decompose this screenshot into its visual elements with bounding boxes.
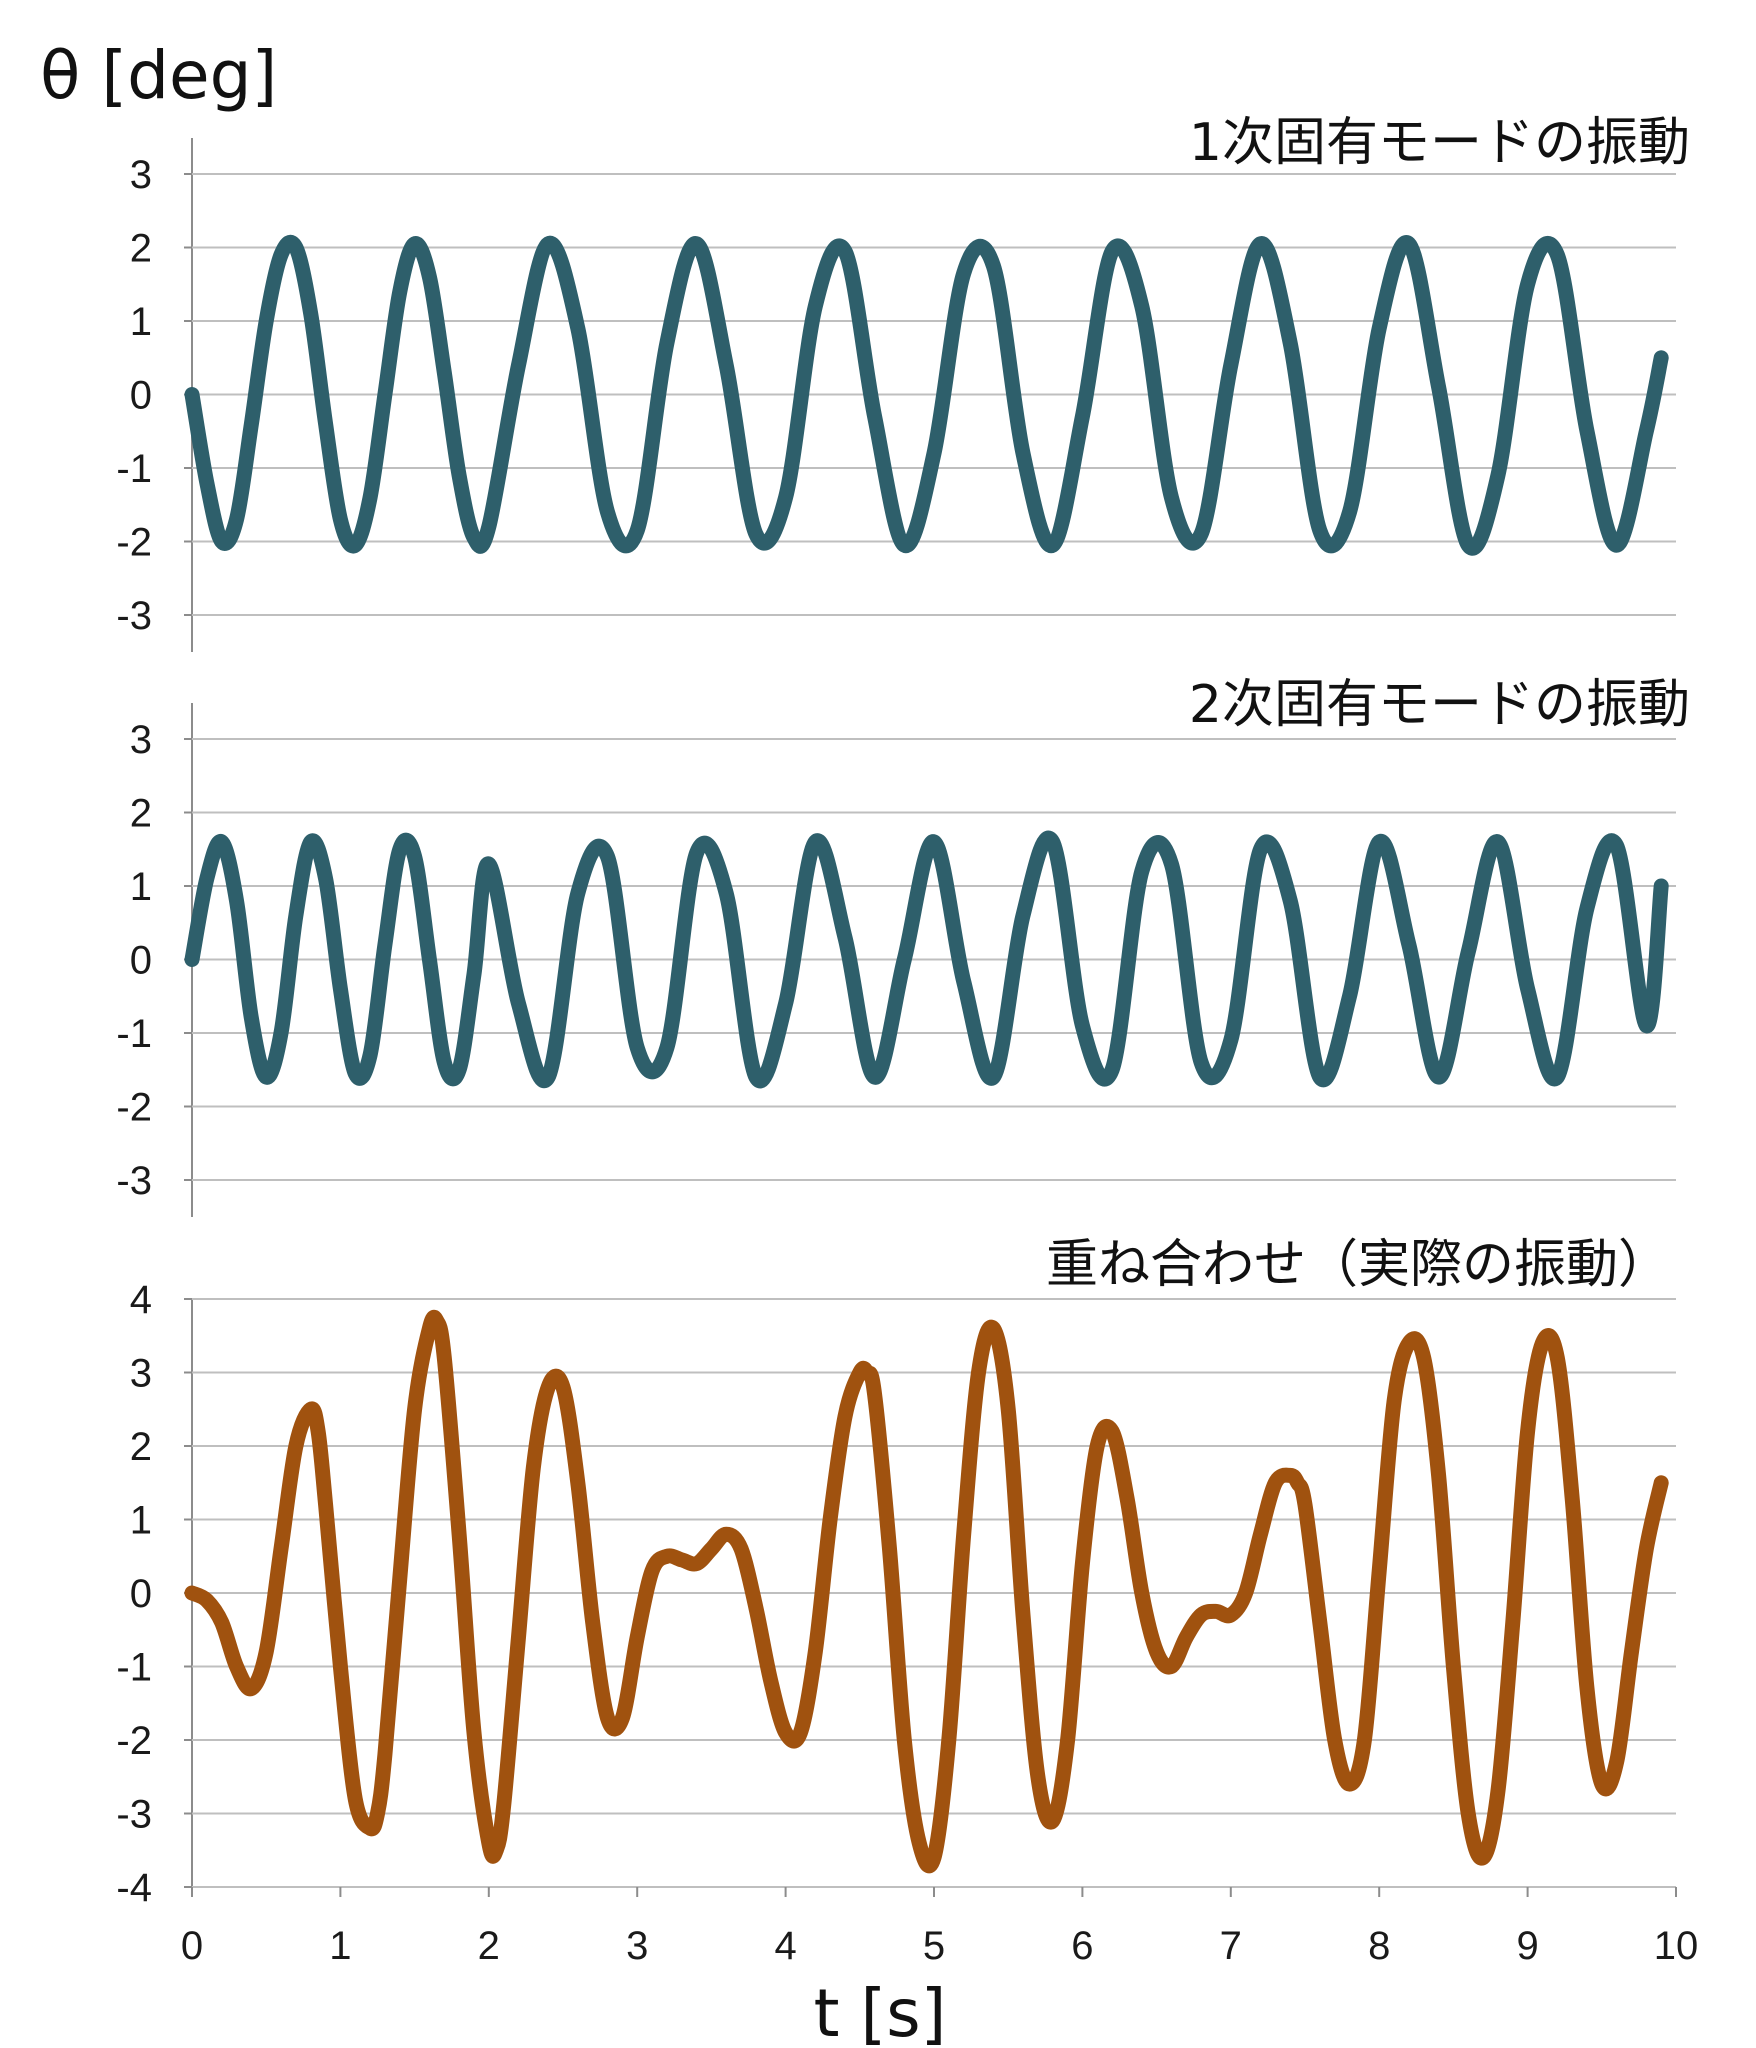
y-tick-label: -2: [116, 1086, 152, 1130]
x-tick-label: 3: [626, 1924, 648, 1968]
y-tick-label: 0: [130, 1572, 152, 1616]
y-tick-label: 2: [130, 1425, 152, 1469]
y-tick-label: 3: [130, 1352, 152, 1396]
panel-mode-1: 1次固有モードの振動 3 2 1 0 -1 -2 -3: [116, 113, 1690, 652]
y-tick-label: 3: [130, 153, 152, 197]
y-tick-label: -2: [116, 521, 152, 565]
x-axis-label: t [s]: [814, 1975, 947, 2048]
y-tick-label: 1: [130, 300, 152, 344]
y-tick-label: 4: [130, 1278, 152, 1322]
y-tick-label: 0: [130, 374, 152, 418]
series-line: [184, 1309, 1669, 1874]
y-tick-label: -3: [116, 1793, 152, 1837]
panel-mode-2: 2次固有モードの振動 3 2 1 0 -1 -2 -3: [116, 675, 1690, 1217]
series-line: [184, 235, 1669, 556]
y-tick-label: 2: [130, 227, 152, 271]
y-tick-label: 3: [130, 718, 152, 762]
x-tick-label: 8: [1368, 1924, 1390, 1968]
y-tick-label: -2: [116, 1719, 152, 1763]
y-tick-label: 0: [130, 939, 152, 983]
x-tick-label: 7: [1220, 1924, 1242, 1968]
y-axis-label: θ [deg]: [40, 37, 277, 114]
x-tick-label: 10: [1654, 1924, 1699, 1968]
y-tick-label: 2: [130, 792, 152, 836]
y-tick-label: 1: [130, 1499, 152, 1543]
y-tick-label: -1: [116, 1012, 152, 1056]
y-tick-label: -3: [116, 1159, 152, 1203]
panel-title-superposition: 重ね合わせ（実際の振動）: [1046, 1235, 1670, 1295]
y-tick-label: -1: [116, 447, 152, 491]
y-tick-label: 1: [130, 865, 152, 909]
x-tick-label: 6: [1071, 1924, 1093, 1968]
x-tick-label: 5: [923, 1924, 945, 1968]
y-tick-label: -3: [116, 594, 152, 638]
x-tick-label: 1: [329, 1924, 351, 1968]
x-tick-label: 2: [478, 1924, 500, 1968]
panel-title-mode-1: 1次固有モードの振動: [1189, 113, 1690, 173]
y-tick-label: -4: [116, 1866, 152, 1910]
x-tick-label: 0: [181, 1924, 203, 1968]
x-tick-label: 9: [1516, 1924, 1538, 1968]
panel-title-mode-2: 2次固有モードの振動: [1189, 675, 1690, 735]
series-line: [184, 830, 1669, 1089]
y-tick-label: -1: [116, 1646, 152, 1690]
x-tick-label: 4: [774, 1924, 796, 1968]
